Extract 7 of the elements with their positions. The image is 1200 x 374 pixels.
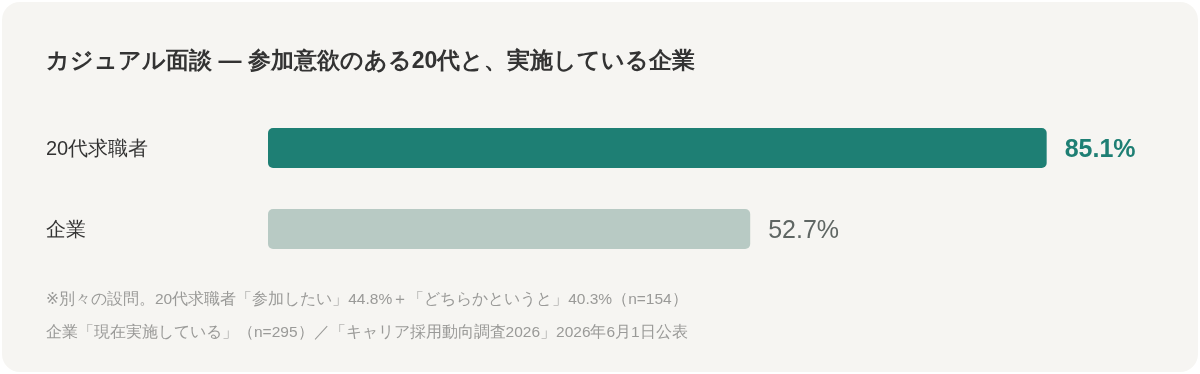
y-tick-label: 20代求職者: [46, 137, 149, 159]
y-tick-label: 企業: [46, 218, 86, 240]
data-label: 52.7%: [768, 215, 840, 243]
text: ※別々の設問。20代求職者「参加したい」44.8%＋「どちらかというと」40.3%（n=154）: [46, 290, 688, 308]
chart-title: カジュアル面談 — 参加意欲のある20代と、実施している企業: [46, 47, 696, 73]
data-label: 85.1%: [1064, 134, 1136, 162]
text: 企業「現在実施している」（n=295）／「キャリア採用動向調査2026」2026年6月1日公表: [46, 323, 688, 340]
